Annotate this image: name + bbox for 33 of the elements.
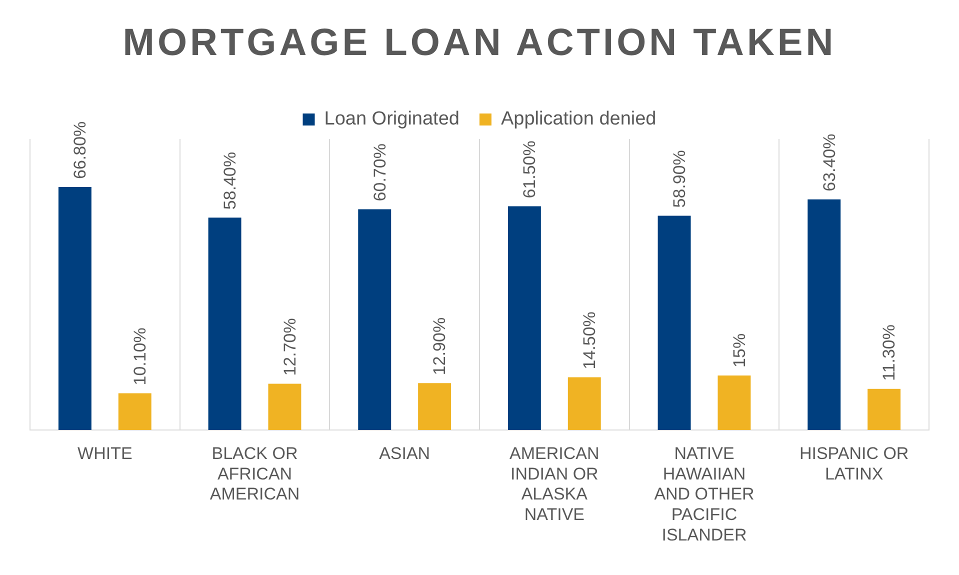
bar xyxy=(658,216,691,430)
bar xyxy=(58,187,92,430)
data-label: 60.70% xyxy=(370,144,390,202)
x-tick-label: HISPANIC OR LATINX xyxy=(799,444,909,484)
bar xyxy=(508,206,541,430)
data-label: 11.30% xyxy=(880,324,899,381)
data-label: 61.50% xyxy=(520,140,540,198)
data-label: 10.10% xyxy=(130,328,150,386)
x-tick-label: WHITE xyxy=(78,444,132,463)
x-tick-label: ASIAN xyxy=(379,444,430,463)
data-label: 58.90% xyxy=(670,150,689,208)
data-label: 14.50% xyxy=(580,312,600,370)
bar xyxy=(418,383,452,430)
bar xyxy=(568,377,601,430)
legend-label: Loan Originated xyxy=(324,108,460,130)
bar xyxy=(718,375,751,430)
bar xyxy=(208,218,242,430)
data-label: 63.40% xyxy=(820,134,839,192)
x-tick-label: AMERICAN INDIAN OR ALASKA NATIVE xyxy=(510,444,600,524)
data-label: 15% xyxy=(730,333,749,368)
data-label: 66.80% xyxy=(70,121,90,180)
data-label: 58.40% xyxy=(220,152,240,210)
x-tick-label: NATIVE HAWAIIAN AND OTHER PACIFIC ISLANDER xyxy=(654,444,754,544)
bar xyxy=(868,388,901,430)
chart-title: MORTGAGE LOAN ACTION TAKEN xyxy=(122,22,838,65)
bar xyxy=(118,393,152,430)
x-tick-label: BLACK OR AFRICAN AMERICAN xyxy=(210,444,300,504)
bar xyxy=(808,199,841,430)
data-label: 12.90% xyxy=(430,317,450,376)
legend-label: Application denied xyxy=(500,108,656,130)
data-label: 12.70% xyxy=(280,318,300,376)
bar xyxy=(268,384,302,430)
bar xyxy=(358,209,392,430)
